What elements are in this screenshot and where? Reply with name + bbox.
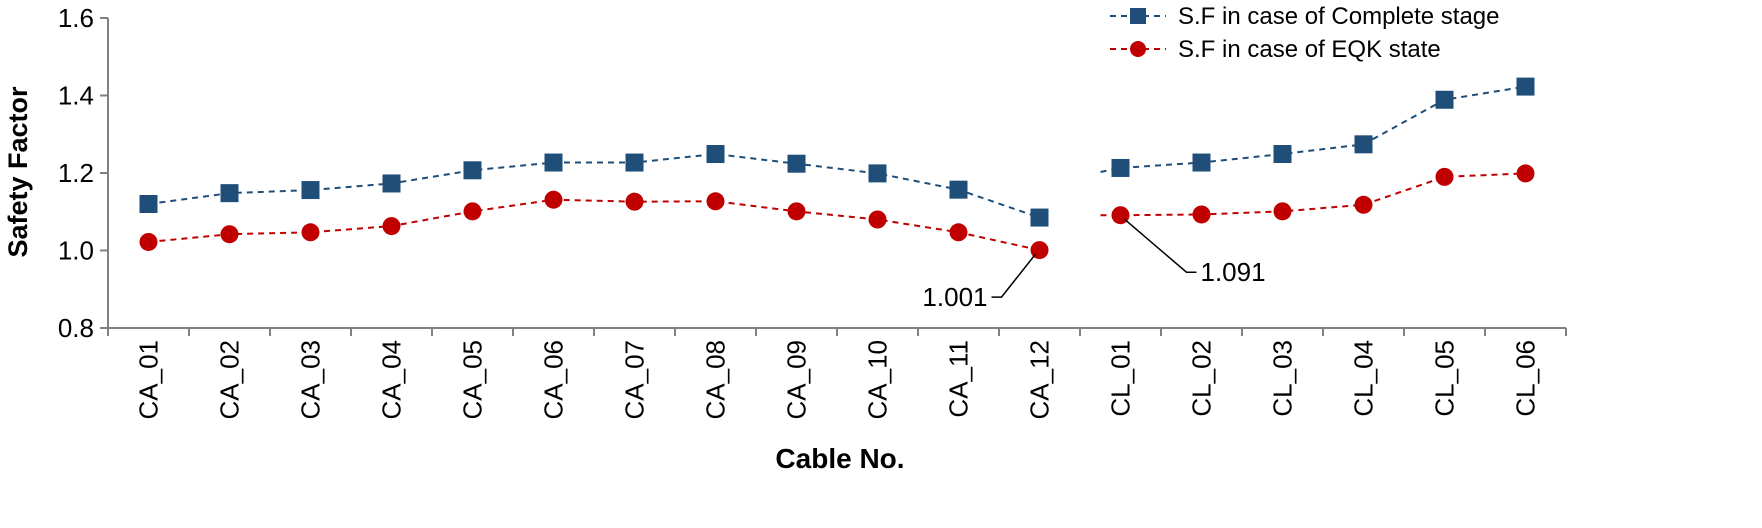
data-point [1435, 167, 1454, 186]
x-tick-label: CA_01 [134, 340, 164, 420]
x-tick-label: CL_02 [1187, 340, 1217, 417]
legend: S.F in case of Complete stage S.F in case… [1110, 3, 1500, 63]
series-layer [139, 77, 1535, 260]
series-line [148, 198, 1040, 252]
series-line [1100, 172, 1526, 217]
x-tick-label: CL_06 [1511, 340, 1541, 417]
data-point [787, 202, 806, 221]
data-point [1516, 77, 1535, 96]
legend-marker [1130, 41, 1146, 57]
y-ticks: 0.8 1.0 1.2 1.4 1.6 [58, 3, 108, 343]
data-point [382, 217, 401, 236]
x-tick-label: CA_07 [620, 340, 650, 420]
data-point [220, 225, 239, 244]
data-point [301, 181, 320, 200]
data-point [139, 195, 158, 213]
data-point [787, 154, 806, 173]
data-point [463, 202, 482, 221]
data-point [706, 145, 725, 164]
legend-label: S.F in case of EQK state [1178, 36, 1441, 63]
x-tick-label: CL_01 [1106, 340, 1136, 417]
data-point [1516, 164, 1535, 183]
x-tick-label: CA_12 [1025, 340, 1055, 420]
x-tick-label: CL_04 [1349, 340, 1379, 417]
x-tick-label: CA_02 [215, 340, 245, 420]
data-point [1192, 205, 1211, 224]
y-tick-label: 1.2 [58, 158, 94, 188]
data-point [1030, 208, 1049, 227]
data-point [706, 192, 725, 211]
series-2 [139, 164, 1535, 260]
data-point [220, 184, 239, 203]
x-tick-label: CA_03 [296, 340, 326, 420]
data-point [544, 190, 563, 209]
x-tick-label: CA_06 [539, 340, 569, 420]
data-point [949, 180, 968, 199]
data-point [301, 223, 320, 242]
data-point [1273, 202, 1292, 221]
data-point [382, 174, 401, 193]
x-tick-label: CA_04 [377, 340, 407, 420]
x-tick-label: CA_10 [863, 340, 893, 420]
x-tick-label: CL_03 [1268, 340, 1298, 417]
data-point [868, 210, 887, 229]
annotation-label: 1.001 [922, 282, 987, 312]
data-point [1435, 90, 1454, 109]
x-tick-label: CA_09 [782, 340, 812, 420]
x-tick-label: CA_08 [701, 340, 731, 420]
x-tick-label: CL_05 [1430, 340, 1460, 417]
y-axis-title: Safety Factor [3, 86, 33, 258]
y-tick-label: 1.0 [58, 236, 94, 266]
annotation-leader [1124, 218, 1197, 273]
y-tick-label: 0.8 [58, 313, 94, 343]
annotation-layer: 1.001 1.091 [922, 218, 1266, 312]
data-point [1354, 195, 1373, 214]
data-point [1111, 158, 1130, 177]
axes [107, 18, 1566, 329]
annotation-leader [991, 253, 1037, 298]
x-axis-title: Cable No. [775, 443, 904, 474]
series-1 [139, 77, 1535, 227]
data-point [1354, 135, 1373, 154]
x-tick-label: CA_11 [944, 340, 974, 418]
data-point [544, 153, 563, 172]
series-line [1100, 85, 1526, 173]
data-point [463, 161, 482, 180]
y-tick-label: 1.4 [58, 81, 94, 111]
legend-label: S.F in case of Complete stage [1178, 3, 1500, 30]
x-tick-label: CA_05 [458, 340, 488, 420]
legend-marker [1130, 8, 1146, 24]
data-point [139, 232, 158, 251]
data-point [1273, 145, 1292, 164]
data-point [625, 153, 644, 172]
data-point [625, 192, 644, 211]
series-line [148, 153, 1040, 219]
annotation-label: 1.091 [1201, 257, 1266, 287]
data-point [949, 223, 968, 242]
y-tick-label: 1.6 [58, 3, 94, 33]
x-ticks: CA_01 CA_02 CA_03 CA_04 CA_05 CA_06 CA_07 CA_08… [107, 328, 1567, 420]
data-point [868, 164, 887, 183]
data-point [1192, 153, 1211, 172]
